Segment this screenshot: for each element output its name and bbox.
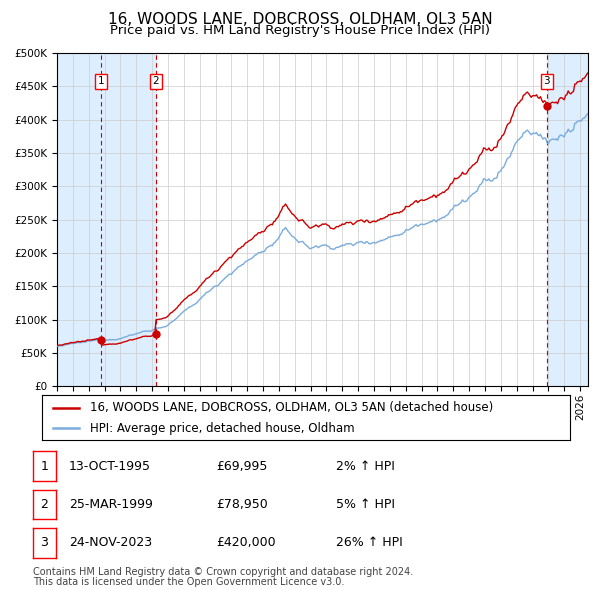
Bar (547, 53, 588, 386)
Text: £78,950: £78,950 (216, 498, 268, 511)
Text: Contains HM Land Registry data © Crown copyright and database right 2024.: Contains HM Land Registry data © Crown c… (33, 567, 413, 577)
Text: 3: 3 (544, 77, 550, 86)
Text: 25-MAR-1999: 25-MAR-1999 (69, 498, 153, 511)
Text: HPI: Average price, detached house, Oldham: HPI: Average price, detached house, Oldh… (89, 422, 354, 435)
Text: 26% ↑ HPI: 26% ↑ HPI (336, 536, 403, 549)
Text: £69,995: £69,995 (216, 460, 268, 473)
Bar (101, 53, 156, 386)
Text: 1: 1 (98, 77, 104, 86)
Text: 2% ↑ HPI: 2% ↑ HPI (336, 460, 395, 473)
Bar (57, 53, 101, 386)
Text: 2: 2 (40, 498, 49, 511)
Bar (547, 53, 588, 386)
Text: 5% ↑ HPI: 5% ↑ HPI (336, 498, 395, 511)
Text: 16, WOODS LANE, DOBCROSS, OLDHAM, OL3 5AN (detached house): 16, WOODS LANE, DOBCROSS, OLDHAM, OL3 5A… (89, 401, 493, 414)
Text: 16, WOODS LANE, DOBCROSS, OLDHAM, OL3 5AN: 16, WOODS LANE, DOBCROSS, OLDHAM, OL3 5A… (107, 12, 493, 27)
Text: 1: 1 (40, 460, 49, 473)
Text: Price paid vs. HM Land Registry's House Price Index (HPI): Price paid vs. HM Land Registry's House … (110, 24, 490, 37)
Text: 13-OCT-1995: 13-OCT-1995 (69, 460, 151, 473)
Text: 3: 3 (40, 536, 49, 549)
Text: This data is licensed under the Open Government Licence v3.0.: This data is licensed under the Open Gov… (33, 577, 344, 587)
Text: £420,000: £420,000 (216, 536, 275, 549)
Text: 24-NOV-2023: 24-NOV-2023 (69, 536, 152, 549)
Bar (101, 53, 156, 386)
Text: 2: 2 (152, 77, 159, 86)
Bar (57, 53, 101, 386)
